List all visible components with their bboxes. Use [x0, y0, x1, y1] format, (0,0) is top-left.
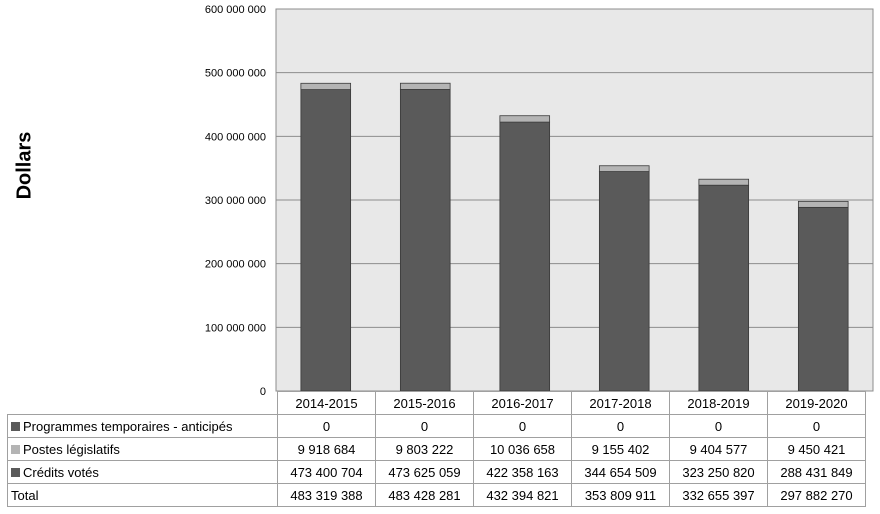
legend-swatch: [11, 421, 20, 431]
bar-segment: [698, 184, 750, 392]
table-cell: 422 358 163: [473, 460, 572, 484]
bar-segment: [300, 89, 352, 392]
series-name: Crédits votés: [23, 464, 99, 480]
y-axis-label-text: Dollars: [13, 131, 36, 199]
y-tick-label: 100 000 000: [205, 322, 266, 334]
table-cell: 9 155 402: [571, 437, 670, 461]
y-tick-label: 400 000 000: [205, 131, 266, 143]
y-tick-label: 0: [260, 386, 266, 395]
series-name: Postes législatifs: [23, 441, 120, 457]
table-cell: 483 319 388: [277, 483, 376, 507]
legend-swatch: [11, 444, 20, 454]
table-cell: 0: [473, 414, 572, 438]
table-cell: 483 428 281: [375, 483, 474, 507]
chart-plot: 0 100 000 000 200 000 000 300 000 000 400 00…: [205, 4, 874, 395]
table-cell: 9 450 421: [767, 437, 866, 461]
table-cell: 297 882 270: [767, 483, 866, 507]
bar-segment: [598, 165, 650, 172]
total-header: Total: [7, 483, 278, 507]
legend-swatch: [11, 467, 20, 477]
bar-segment: [399, 89, 451, 392]
series-header: Postes législatifs: [7, 437, 278, 461]
bar-segment: [499, 121, 551, 392]
table-cell: 9 918 684: [277, 437, 376, 461]
table-cell: 0: [375, 414, 474, 438]
table-cell: 323 250 820: [669, 460, 768, 484]
table-cell: 0: [571, 414, 670, 438]
category-label: 2016-2017: [473, 391, 572, 415]
y-axis-label: Dollars: [10, 110, 40, 220]
category-label: 2017-2018: [571, 391, 670, 415]
table-cell: 473 400 704: [277, 460, 376, 484]
table-cell: 288 431 849: [767, 460, 866, 484]
category-label: 2015-2016: [375, 391, 474, 415]
table-corner: [8, 392, 278, 415]
bar-segment: [598, 171, 650, 392]
series-name: Programmes temporaires - anticipés: [23, 418, 233, 434]
bar-segment: [698, 178, 750, 186]
y-tick-label: 200 000 000: [205, 259, 266, 271]
table-cell: 10 036 658: [473, 437, 572, 461]
bar-segment: [300, 82, 352, 91]
table-cell: 432 394 821: [473, 483, 572, 507]
table-cell: 473 625 059: [375, 460, 474, 484]
y-tick-label: 500 000 000: [205, 68, 266, 80]
table-cell: 353 809 911: [571, 483, 670, 507]
table-cell: 0: [767, 414, 866, 438]
series-header: Programmes temporaires - anticipés: [7, 414, 278, 438]
table-cell: 0: [277, 414, 376, 438]
data-table: 2014-2015 2015-2016 2016-2017 2017-2018 …: [7, 391, 866, 507]
table-header-row: 2014-2015 2015-2016 2016-2017 2017-2018 …: [8, 391, 866, 415]
category-label: 2014-2015: [277, 391, 376, 415]
y-tick-label: 600 000 000: [205, 4, 266, 16]
table-cell: 332 655 397: [669, 483, 768, 507]
table-row: Programmes temporaires - anticipés 0 0 0…: [7, 414, 866, 438]
table-row: Postes législatifs 9 918 684 9 803 222 1…: [7, 437, 866, 461]
table-cell: 9 803 222: [375, 437, 474, 461]
table-cell: 9 404 577: [669, 437, 768, 461]
bar-segment: [399, 82, 451, 90]
y-tick-label: 300 000 000: [205, 195, 266, 207]
bar-segment: [797, 200, 849, 208]
bar-segment: [797, 206, 849, 392]
category-label: 2019-2020: [767, 391, 866, 415]
table-row: Total 483 319 388 483 428 281 432 394 82…: [7, 483, 866, 507]
category-label: 2018-2019: [669, 391, 768, 415]
table-cell: 0: [669, 414, 768, 438]
bar-segment: [499, 115, 551, 123]
series-header: Crédits votés: [7, 460, 278, 484]
table-cell: 344 654 509: [571, 460, 670, 484]
table-row: Crédits votés 473 400 704 473 625 059 42…: [7, 460, 866, 484]
